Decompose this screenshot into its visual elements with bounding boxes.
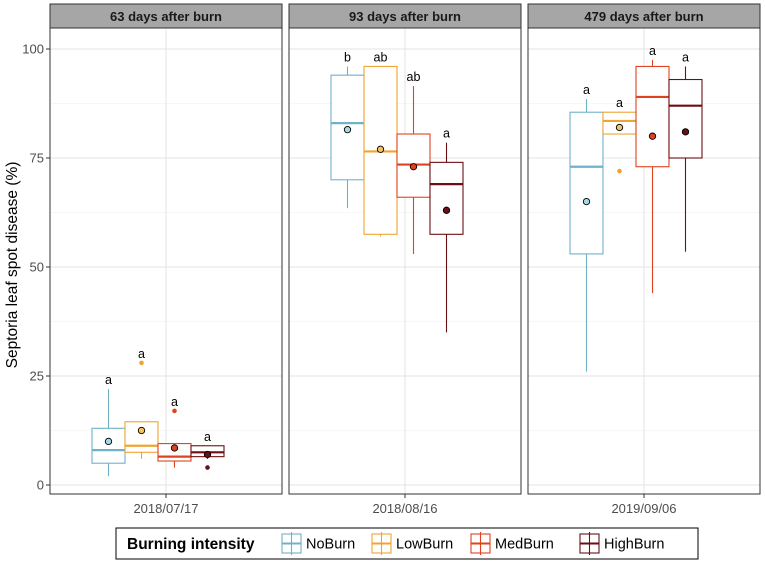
facet-strip-label: 63 days after burn xyxy=(110,9,222,24)
y-tick-label: 0 xyxy=(37,478,44,493)
mean-point xyxy=(648,132,657,140)
box-MedBurn: ab xyxy=(396,70,431,254)
facet-strip xyxy=(49,3,283,29)
significance-letter: a xyxy=(204,430,211,444)
box-MedBurn: a xyxy=(635,44,670,294)
box-NoBurn: a xyxy=(91,373,126,477)
facet-strip xyxy=(527,3,761,29)
box-MedBurn: a xyxy=(157,395,192,468)
box-HighBurn: a xyxy=(429,127,464,333)
legend-item-LowBurn: LowBurn xyxy=(371,532,453,555)
box-NoBurn: a xyxy=(569,83,604,372)
significance-letter: a xyxy=(171,395,178,409)
y-tick-label: 25 xyxy=(30,369,44,384)
significance-letter: a xyxy=(583,83,590,97)
y-tick-label: 100 xyxy=(22,42,44,57)
box-HighBurn: a xyxy=(668,50,703,252)
outlier-point xyxy=(617,168,622,174)
box-body xyxy=(635,65,670,168)
x-axis: 2018/07/17 2018/08/16 2019/09/06 xyxy=(133,494,677,516)
outlier-point xyxy=(172,408,177,414)
legend-box xyxy=(115,527,699,560)
significance-letter: ab xyxy=(407,70,421,84)
facet-strip-label: 93 days after burn xyxy=(349,9,461,24)
significance-letter: b xyxy=(344,50,351,64)
mean-point xyxy=(203,450,212,459)
box-LowBurn: a xyxy=(602,96,637,174)
mean-point xyxy=(442,206,451,214)
significance-letter: a xyxy=(138,347,145,361)
x-tick-label: 2019/09/06 xyxy=(611,501,676,516)
outlier-point xyxy=(139,360,144,366)
significance-letter: ab xyxy=(374,50,388,64)
y-tick-label: 50 xyxy=(30,260,44,275)
x-tick-label: 2018/08/16 xyxy=(372,501,437,516)
significance-letter: a xyxy=(105,373,112,387)
box-body xyxy=(569,111,604,255)
significance-letter: a xyxy=(443,127,450,141)
outlier-point xyxy=(205,465,210,470)
box-body xyxy=(124,421,159,453)
legend-item-MedBurn: MedBurn xyxy=(470,532,554,555)
box-HighBurn: a xyxy=(190,430,225,470)
mean-point xyxy=(376,145,385,153)
facet-strip-label: 479 days after burn xyxy=(584,9,703,24)
significance-letter: a xyxy=(616,96,623,110)
legend-label: HighBurn xyxy=(604,537,664,553)
mean-point xyxy=(343,126,352,134)
x-tick-label: 2018/07/17 xyxy=(133,501,198,516)
legend-item-HighBurn: HighBurn xyxy=(579,532,664,555)
mean-point xyxy=(104,437,113,446)
significance-letter: a xyxy=(682,50,689,64)
legend-title: Burning intensity xyxy=(127,536,255,553)
legend: Burning intensity NoBurn LowBurn MedBurn Hig… xyxy=(115,527,699,560)
y-axis: 0 25 50 75 100 xyxy=(22,42,50,493)
mean-point xyxy=(615,123,624,132)
box-NoBurn: b xyxy=(330,50,365,209)
mean-point xyxy=(137,426,146,435)
legend-item-NoBurn: NoBurn xyxy=(281,532,355,555)
facet-strip xyxy=(288,3,522,29)
mean-point xyxy=(170,444,179,452)
y-tick-label: 75 xyxy=(30,151,44,166)
mean-point xyxy=(681,128,690,136)
legend-label: MedBurn xyxy=(495,537,554,553)
facet-strips: 63 days after burn 93 days after burn 479 … xyxy=(49,3,761,29)
box-body xyxy=(91,427,126,464)
y-axis-label: Septoria leaf spot disease (%) xyxy=(4,162,21,369)
box-body xyxy=(668,78,703,159)
legend-label: LowBurn xyxy=(396,537,453,553)
mean-point xyxy=(582,197,591,206)
box-body xyxy=(429,161,464,235)
significance-letter: a xyxy=(649,44,656,58)
legend-label: NoBurn xyxy=(306,537,355,553)
box-LowBurn: ab xyxy=(363,50,398,237)
grid-layer xyxy=(50,28,760,494)
mean-point xyxy=(409,163,418,171)
box-LowBurn: a xyxy=(124,347,159,459)
